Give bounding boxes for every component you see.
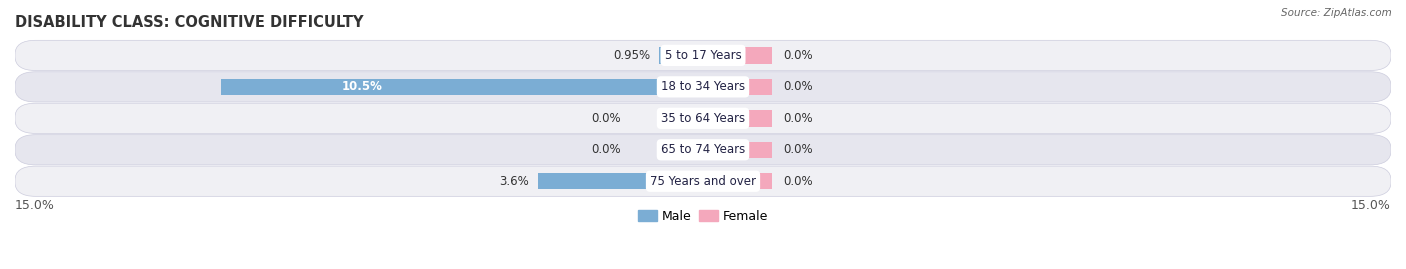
Text: DISABILITY CLASS: COGNITIVE DIFFICULTY: DISABILITY CLASS: COGNITIVE DIFFICULTY [15, 15, 364, 30]
Bar [221, 79, 703, 95]
Text: 75 Years and over: 75 Years and over [650, 175, 756, 188]
Text: 65 to 74 Years: 65 to 74 Years [661, 143, 745, 156]
FancyBboxPatch shape [15, 135, 1391, 165]
Text: 5 to 17 Years: 5 to 17 Years [665, 49, 741, 62]
Text: 18 to 34 Years: 18 to 34 Years [661, 80, 745, 93]
Text: Source: ZipAtlas.com: Source: ZipAtlas.com [1281, 8, 1392, 18]
Bar [703, 47, 772, 63]
Text: 0.0%: 0.0% [591, 143, 620, 156]
Text: 15.0%: 15.0% [1351, 199, 1391, 212]
Bar [538, 173, 703, 189]
Text: 0.0%: 0.0% [783, 49, 813, 62]
Bar [703, 141, 772, 158]
Text: 3.6%: 3.6% [499, 175, 529, 188]
Bar [703, 173, 772, 189]
Text: 0.0%: 0.0% [783, 112, 813, 125]
Text: 10.5%: 10.5% [342, 80, 382, 93]
Text: 0.95%: 0.95% [613, 49, 650, 62]
Text: 0.0%: 0.0% [591, 112, 620, 125]
Bar [703, 110, 772, 126]
Text: 15.0%: 15.0% [15, 199, 55, 212]
Text: 35 to 64 Years: 35 to 64 Years [661, 112, 745, 125]
Text: 0.0%: 0.0% [783, 80, 813, 93]
FancyBboxPatch shape [15, 40, 1391, 70]
FancyBboxPatch shape [15, 166, 1391, 196]
Bar [659, 47, 703, 63]
FancyBboxPatch shape [15, 103, 1391, 133]
Text: 0.0%: 0.0% [783, 143, 813, 156]
Text: 0.0%: 0.0% [783, 175, 813, 188]
FancyBboxPatch shape [15, 72, 1391, 102]
Bar [703, 79, 772, 95]
Legend: Male, Female: Male, Female [633, 205, 773, 228]
